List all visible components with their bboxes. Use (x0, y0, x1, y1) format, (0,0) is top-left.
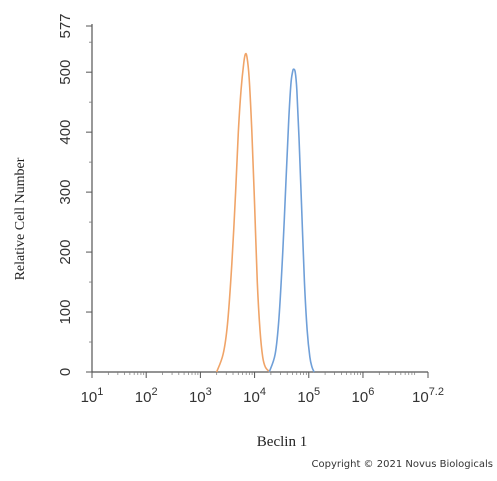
x-tick-label: 105 (297, 386, 320, 406)
y-tick-label: 400 (57, 120, 74, 145)
histogram-series-2 (268, 68, 315, 373)
x-tick-label: 104 (243, 386, 266, 406)
histogram-series-1 (215, 52, 271, 373)
y-tick-label: 300 (57, 180, 74, 205)
y-tick-label: 0 (57, 368, 74, 376)
x-tick-label: 103 (189, 386, 212, 406)
labels-layer: 0 100 200 300 400 500 577 101 102 103 104 105 106 107… (13, 13, 444, 450)
y-tick-label: 500 (57, 60, 74, 85)
x-tick-label: 102 (135, 386, 158, 406)
y-tick-label: 200 (57, 240, 74, 265)
x-tick-label: 107.2 (412, 386, 444, 406)
x-axis-title: Beclin 1 (257, 434, 307, 450)
axes (86, 24, 429, 378)
y-axis-title: Relative Cell Number (13, 157, 28, 280)
copyright-text: Copyright © 2021 Novus Biologicals (311, 459, 493, 470)
x-tick-label: 106 (352, 386, 375, 406)
y-tick-label: 100 (57, 300, 74, 325)
series-layer (215, 52, 315, 373)
x-tick-label: 101 (81, 386, 104, 406)
y-tick-label: 577 (57, 13, 74, 38)
